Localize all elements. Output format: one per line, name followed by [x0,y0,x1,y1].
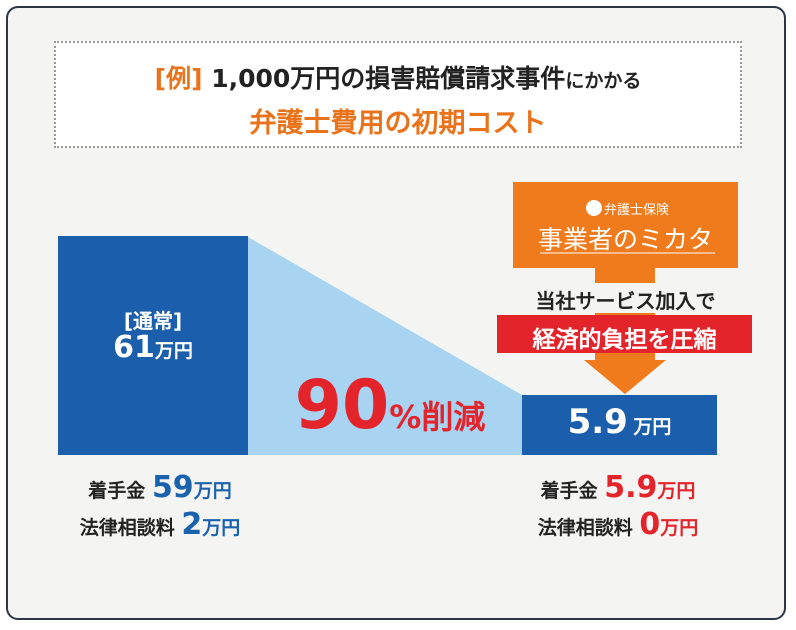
percent: 90 [294,366,390,445]
normal-box [58,236,248,455]
breakdown-row: 法律相談料 2万円 [40,507,280,544]
caption-bg [525,283,730,313]
breakdown-row: 着手金 59万円 [40,470,280,507]
caption: 当社サービス加入で [535,289,716,313]
unit: 万円 [154,340,193,362]
normal-total: 61万円 [58,330,248,365]
highlight-bg [497,315,752,353]
fee-amount: 59 [151,470,194,505]
subject: 1,000万円の損害賠償請求事件 [211,64,566,93]
unit: 万円 [633,416,672,438]
fee-amount: 2 [181,507,203,542]
normal-breakdown: 着手金 59万円 法律相談料 2万円 [40,470,280,544]
connector: にかかる [565,70,642,92]
fee-amount: 0 [639,507,661,542]
fee-label: 法律相談料 [537,517,633,539]
logo-icon [586,200,602,216]
fee-amount: 5.9 [604,470,658,505]
service-total: 5.9 万円 [522,402,717,442]
fee-unit: 万円 [660,517,699,539]
prefix: [例] [154,64,203,93]
fee-unit: 万円 [202,517,241,539]
header-box: [例] 1,000万円の損害賠償請求事件にかかる 弁護士費用の初期コスト [54,41,742,148]
fee-unit: 万円 [193,480,232,502]
amount: 61 [113,330,155,365]
fee-unit: 万円 [657,480,696,502]
service-box [522,395,717,455]
amount: 5.9 [567,402,628,442]
reduction-wedge [248,237,522,455]
service-breakdown: 着手金 5.9万円 法律相談料 0万円 [498,470,738,544]
suffix: %削減 [389,398,486,436]
normal-label: [通常] [123,309,183,333]
fee-label: 法律相談料 [79,517,175,539]
highlight: 経済的負担を圧縮 [532,327,717,353]
breakdown-row: 着手金 5.9万円 [498,470,738,507]
brand: 事業者のミカタ [537,225,713,254]
reduction: 90%削減 [270,366,510,445]
fee-label: 着手金 [88,480,146,502]
brand-small: 弁護士保険 [604,203,670,218]
breakdown-row: 法律相談料 0万円 [498,507,738,544]
header-line: [例] 1,000万円の損害賠償請求事件にかかる [56,59,740,95]
title: 弁護士費用の初期コスト [249,108,547,139]
fee-label: 着手金 [540,480,598,502]
